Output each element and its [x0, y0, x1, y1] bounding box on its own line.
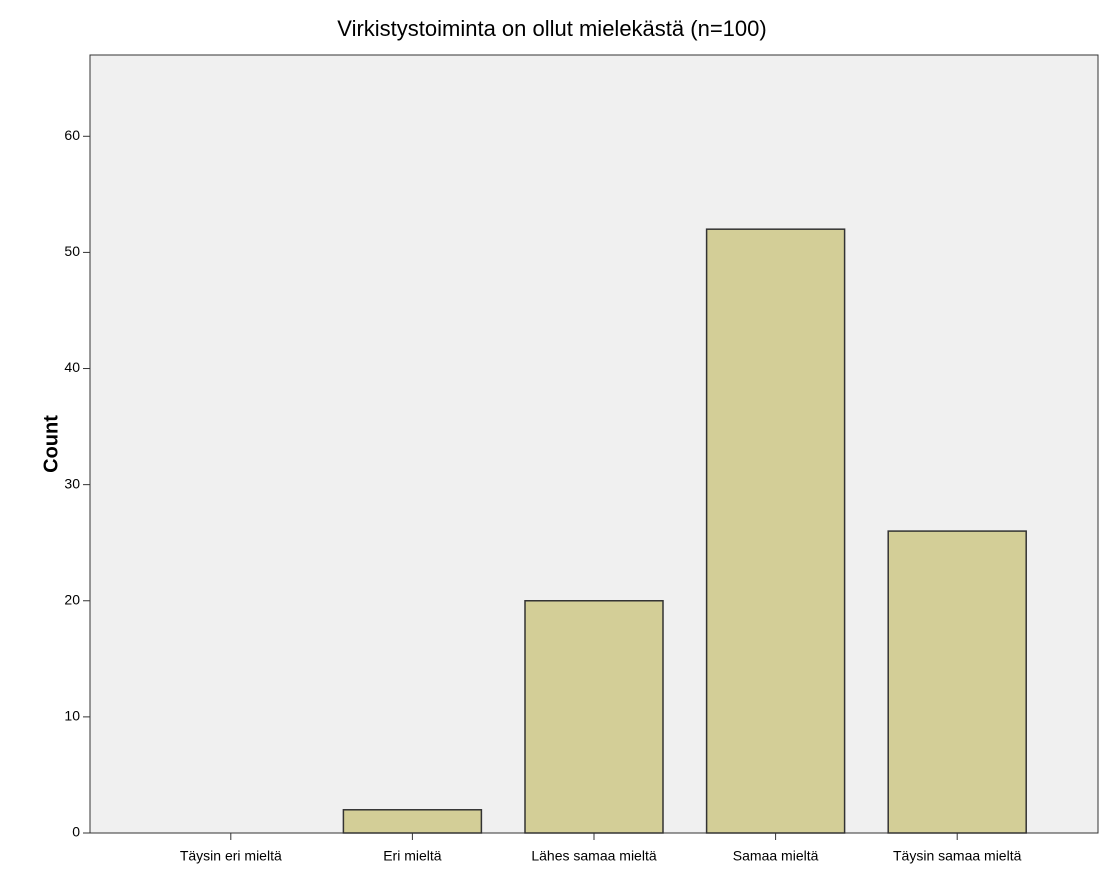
bar	[705, 228, 846, 834]
bar	[342, 809, 483, 834]
x-tick-label: Täysin samaa mieltä	[893, 848, 1022, 864]
y-tick-label: 0	[72, 824, 80, 840]
y-axis-label: Count	[40, 415, 62, 473]
x-tick-label: Lähes samaa mieltä	[531, 848, 657, 864]
y-tick-label: 60	[64, 127, 80, 143]
x-tick-label: Samaa mieltä	[733, 848, 819, 864]
y-tick-label: 10	[64, 708, 80, 724]
bar	[524, 600, 664, 834]
y-tick-label: 30	[64, 475, 80, 491]
y-tick-label: 40	[64, 359, 80, 375]
x-tick-label: Täysin eri mieltä	[180, 848, 282, 864]
y-tick-label: 50	[64, 243, 80, 259]
bar	[887, 530, 1027, 834]
chart-title: Virkistystoiminta on ollut mielekästä (n…	[337, 16, 766, 41]
x-tick-label: Eri mieltä	[383, 848, 442, 864]
y-tick-label: 20	[64, 591, 80, 607]
